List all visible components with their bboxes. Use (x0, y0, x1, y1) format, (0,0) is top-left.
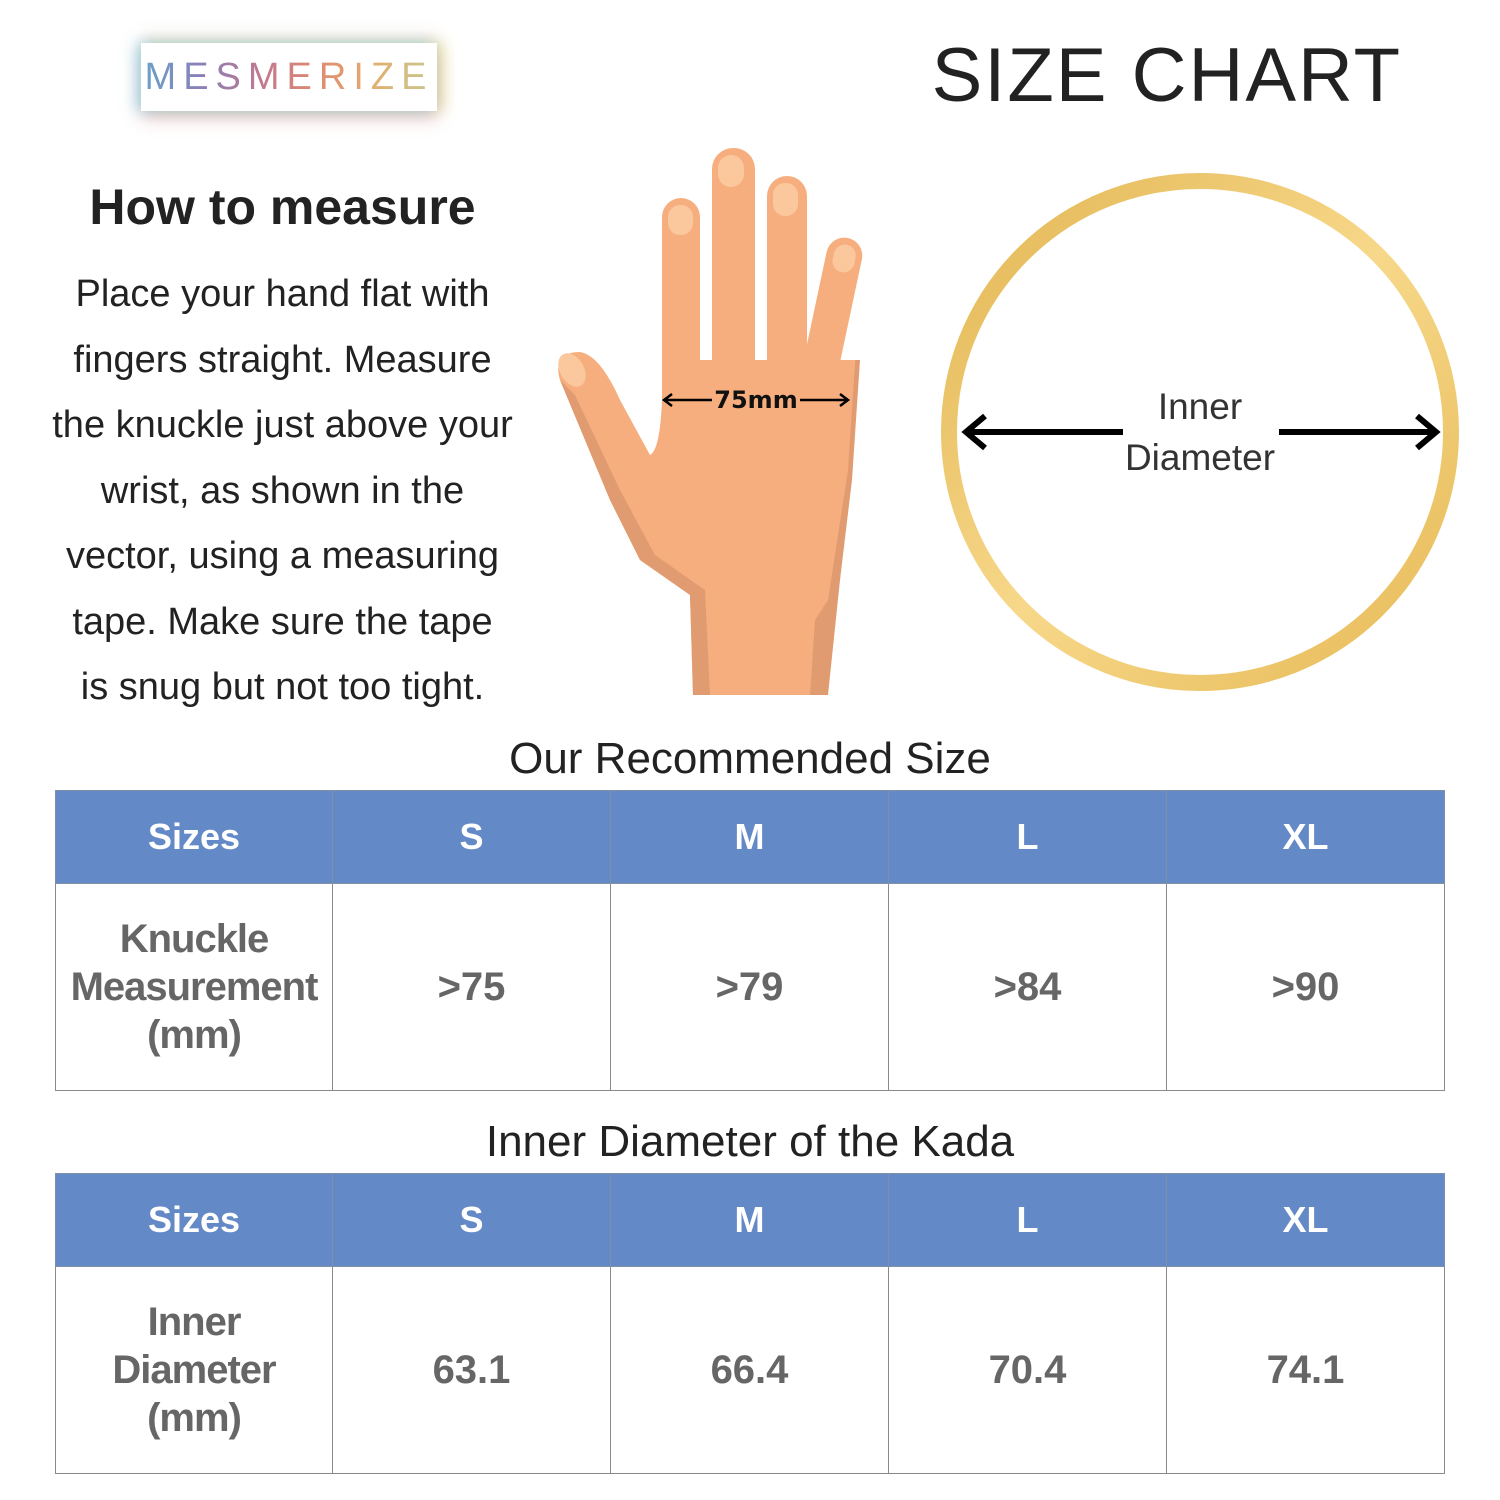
row-label: Knuckle Measurement (mm) (55, 883, 333, 1091)
table-cell: 66.4 (610, 1266, 889, 1474)
how-to-heading: How to measure (89, 179, 476, 235)
hand-measurement-label: 75mm (714, 386, 797, 414)
instruction-line: the knuckle just above your (52, 404, 513, 446)
column-header: M (610, 790, 889, 884)
column-header: L (888, 1173, 1167, 1267)
column-header: XL (1166, 790, 1445, 884)
table-header-row: Sizes S M L XL (55, 1173, 1445, 1267)
column-header: M (610, 1173, 889, 1267)
instruction-line: Place your hand flat with (75, 273, 490, 315)
table-cell: >84 (888, 883, 1167, 1091)
table-header-row: Sizes S M L XL (55, 790, 1445, 884)
ring-outline (941, 173, 1459, 691)
inner-diameter-heading: Inner Diameter of the Kada (485, 1117, 1015, 1166)
column-header: Sizes (55, 1173, 333, 1267)
inner-diameter-table: Sizes S M L XL Inner Diameter (mm) 63.1 66… (55, 1173, 1445, 1474)
brand-logo: MESMERIZE (141, 43, 437, 111)
hand-illustration: 75mm (558, 148, 863, 695)
table-cell: 70.4 (888, 1266, 1167, 1474)
instruction-line: wrist, as shown in the (100, 469, 465, 512)
instruction-line: fingers straight. Measure (73, 338, 492, 381)
instruction-line: tape. Make sure the tape (72, 600, 493, 643)
ring-finger (767, 176, 807, 396)
table-cell: 74.1 (1166, 1266, 1445, 1474)
column-header: Sizes (55, 790, 333, 884)
how-to-instructions: Place your hand flat with fingers straig… (40, 262, 525, 721)
recommended-size-heading: Our Recommended Size (509, 734, 991, 783)
row-label: Inner Diameter (mm) (55, 1266, 333, 1474)
table-row: Inner Diameter (mm) 63.1 66.4 70.4 74.1 (55, 1266, 1445, 1474)
column-header: XL (1166, 1173, 1445, 1267)
table-cell: >79 (610, 883, 889, 1091)
diameter-arrows (961, 413, 1441, 451)
table-cell: >75 (332, 883, 611, 1091)
table-cell: 63.1 (332, 1266, 611, 1474)
table-cell: >90 (1166, 883, 1445, 1091)
logo-text: MESMERIZE (144, 55, 434, 98)
instruction-line: is snug but not too tight. (80, 666, 485, 708)
column-header: S (332, 1173, 611, 1267)
column-header: S (332, 790, 611, 884)
page-title: SIZE CHART (931, 33, 1402, 118)
kada-ring-illustration: Inner Diameter (941, 173, 1459, 691)
ring-label-line2: Diameter (1125, 437, 1275, 478)
recommended-size-table: Sizes S M L XL Knuckle Measurement (mm) >7… (55, 790, 1445, 1091)
index-finger (662, 198, 700, 398)
column-header: L (888, 790, 1167, 884)
middle-finger (712, 148, 755, 388)
table-row: Knuckle Measurement (mm) >75 >79 >84 >90 (55, 883, 1445, 1091)
instruction-line: vector, using a measuring (65, 535, 499, 577)
palm (558, 352, 855, 695)
ring-label-line1: Inner (1158, 386, 1242, 427)
